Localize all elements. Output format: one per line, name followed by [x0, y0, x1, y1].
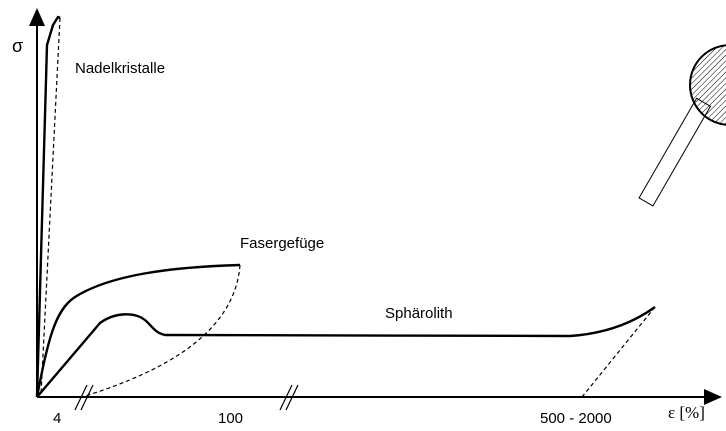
x-label: ε [%] — [668, 403, 705, 422]
x-tick-label: 100 — [218, 410, 243, 427]
curve-spherulite — [37, 307, 655, 397]
curve-label: Sphärolith — [385, 305, 453, 322]
x-tick-label: 4 — [53, 410, 61, 427]
curve-label: Nadelkristalle — [75, 60, 165, 77]
magnifier-icon — [639, 45, 726, 206]
curve-fiber — [37, 265, 240, 397]
y-label: σ — [12, 36, 23, 56]
unload-fiber — [82, 265, 240, 397]
unload-spherulite — [582, 307, 655, 397]
x-tick-label: 500 - 2000 — [540, 410, 612, 427]
diagram: σ ε [%] 4 100 500 - 2000 Nadelkristalle … — [0, 0, 726, 431]
curve-label: Fasergefüge — [240, 235, 324, 252]
